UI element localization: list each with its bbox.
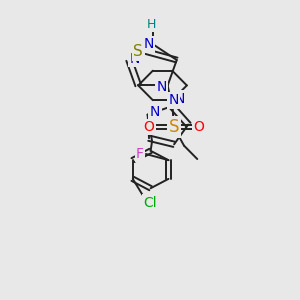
Text: S: S — [169, 118, 179, 136]
Text: N: N — [150, 105, 160, 119]
Text: N: N — [168, 93, 178, 107]
Text: F: F — [136, 147, 144, 161]
Text: S: S — [134, 44, 143, 59]
Text: H: H — [147, 18, 156, 31]
Text: N: N — [130, 52, 140, 66]
Text: Cl: Cl — [143, 196, 157, 210]
Text: O: O — [143, 120, 154, 134]
Text: O: O — [193, 120, 204, 134]
Text: N: N — [143, 37, 154, 51]
Text: N: N — [157, 80, 167, 94]
Text: N: N — [174, 92, 185, 106]
